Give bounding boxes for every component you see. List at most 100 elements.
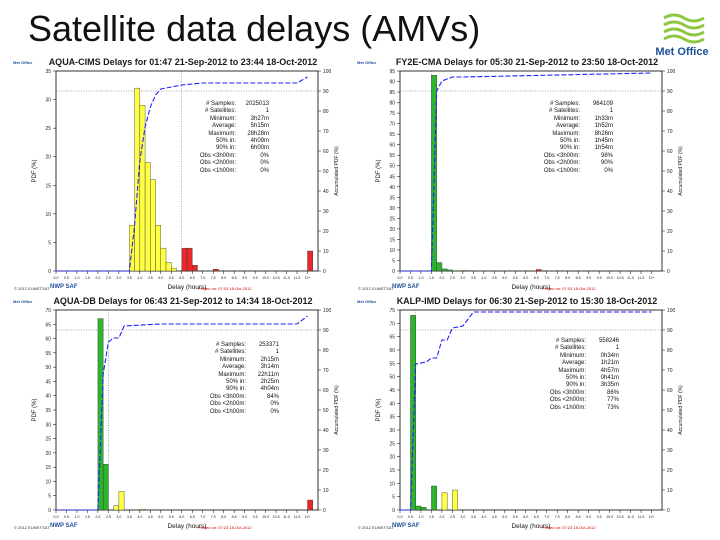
stats-key: 50% in: (225, 379, 246, 386)
stats-value: 0% (260, 160, 269, 167)
stats-block: # Samples: 253371 # Satellites: 1 Minimum: 2h… (190, 342, 279, 416)
stats-row: # Samples: 964109 (524, 101, 613, 108)
x-tick-label: 5.0 (158, 276, 163, 280)
y2-tick-label: 70 (667, 129, 673, 135)
x-tick-label: 9.5 (253, 515, 258, 519)
stats-key: Minimum: (219, 356, 246, 363)
x-tick-label: 6.5 (534, 276, 539, 280)
y2-axis-label: Accumulated PDF (%) (334, 146, 340, 196)
x-tick-label: 1.0 (418, 515, 423, 519)
y-axis-label: PDF (%) (376, 160, 382, 183)
small-met-office-logo: Met Office (357, 60, 377, 65)
x-tick-label: 11.0 (283, 515, 290, 519)
plotted-date: Plotted on: 07:23 18-Oct-2012 (198, 525, 252, 530)
x-tick-label: 8.5 (576, 515, 581, 519)
bar-red (192, 265, 198, 272)
small-met-office-logo: Met Office (13, 60, 33, 65)
stats-key: # Samples: (549, 101, 580, 107)
y-tick-label: 25 (45, 126, 51, 132)
y-tick-label: 30 (45, 98, 51, 104)
x-tick-label: 4.5 (492, 515, 497, 519)
stats-value: 6h00m (250, 145, 269, 152)
stats-row: Average: 3h14m (190, 364, 279, 371)
stats-row: Average: 5h15m (180, 123, 269, 130)
stats-key: 90% in: (215, 145, 236, 152)
slide-title: Satellite data delays (AMVs) (28, 8, 481, 49)
x-tick-label: 1.5 (429, 276, 434, 280)
y-axis-label: PDF (%) (376, 399, 382, 422)
stats-value: 964109 (592, 101, 613, 107)
x-tick-label: 0.5 (64, 276, 69, 280)
stats-row: 50% in: 0h41m (530, 375, 619, 382)
x-tick-label: 6.0 (523, 276, 528, 280)
y-tick-label: 60 (389, 143, 395, 149)
x-tick-label: 4.0 (137, 515, 142, 519)
y2-axis-label: Accumulated PDF (%) (678, 146, 684, 196)
stats-row: Maximum: 22h11m (190, 372, 279, 379)
stats-row: # Satellites: 1 (190, 349, 279, 356)
x-tick-label: 2.5 (450, 515, 455, 519)
x-tick-label: 10.0 (262, 515, 269, 519)
y-tick-label: 70 (45, 308, 51, 314)
bar-yellow (160, 247, 167, 272)
y-tick-label: 0 (48, 269, 51, 275)
nwp-saf-logo: NWP SAF (392, 284, 420, 290)
x-tick-label: 3.5 (127, 515, 132, 519)
x-tick-label: 1.0 (74, 276, 79, 280)
stats-row: Minimum: 2h15m (190, 357, 279, 364)
y-tick-label: 35 (45, 69, 51, 75)
plot-area (55, 70, 319, 272)
y-tick-label: 35 (389, 415, 395, 421)
stats-row: Obs <2h00m: 90% (524, 160, 613, 167)
y-tick-label: 20 (45, 155, 51, 161)
x-tick-label: 2.0 (439, 276, 444, 280)
x-tick-label: 7.0 (544, 515, 549, 519)
stats-row: Minimum: 1h33m (524, 116, 613, 123)
y-tick-label: 45 (45, 379, 51, 385)
bar-yellow (155, 225, 161, 272)
stats-value: 3h35m (600, 382, 619, 389)
bar-yellow (462, 270, 469, 272)
y2-tick-label: 40 (667, 428, 673, 434)
stats-row: 90% in: 1h54m (524, 145, 613, 152)
stats-value: 0% (260, 152, 269, 159)
stats-row: Average: 1h52m (524, 123, 613, 130)
x-tick-label: 1.5 (85, 276, 90, 280)
stats-row: Maximum: 8h26m (524, 131, 613, 138)
y2-tick-label: 30 (323, 209, 329, 215)
stats-value: 0% (604, 167, 613, 174)
x-tick-label: 5.0 (502, 515, 507, 519)
stats-block: # Samples: 2025013 # Satellites: 1 Minimum: 3… (180, 101, 269, 175)
y2-tick-label: 40 (667, 189, 673, 195)
stats-value: 1h52m (594, 123, 613, 130)
stats-row: Average: 1h21m (530, 360, 619, 367)
x-tick-label: 0.5 (64, 515, 69, 519)
stats-key: Obs <3h00m: (199, 152, 236, 159)
chart-panel-aqua-db: Met Office AQUA-DB Delays for 06:43 21-Se… (8, 296, 358, 531)
met-office-logo-text: Met Office (655, 46, 709, 58)
x-tick-label: 11.5 (294, 276, 301, 280)
bar-red (307, 250, 313, 272)
x-tick-label: 9.5 (597, 276, 602, 280)
bar-green (420, 507, 427, 511)
stats-value: 0h41m (600, 375, 619, 382)
stats-row: # Samples: 558246 (530, 338, 619, 345)
y-tick-label: 15 (45, 465, 51, 471)
plotted-date: Plotted on: 07:03 18-Oct-2012 (542, 286, 596, 291)
y-tick-label: 15 (45, 183, 51, 189)
stats-value: 1h21m (600, 360, 619, 367)
stats-value: 3h27m (250, 115, 269, 122)
bar-yellow (144, 162, 151, 272)
x-tick-label: 8.5 (232, 515, 237, 519)
x-tick-label: 10.0 (606, 276, 613, 280)
y-axis-label: PDF (%) (32, 399, 38, 422)
stats-row: Obs <3h00m: 86% (530, 390, 619, 397)
y2-tick-label: 70 (323, 129, 329, 135)
stats-value: 1 (265, 108, 269, 115)
stats-key: # Samples: (205, 101, 236, 107)
y-tick-label: 50 (389, 375, 395, 381)
x-tick-label: 1.0 (418, 276, 423, 280)
stats-value: 1h33m (594, 115, 613, 122)
stats-key: Maximum: (208, 130, 236, 137)
y-tick-label: 75 (389, 111, 395, 117)
